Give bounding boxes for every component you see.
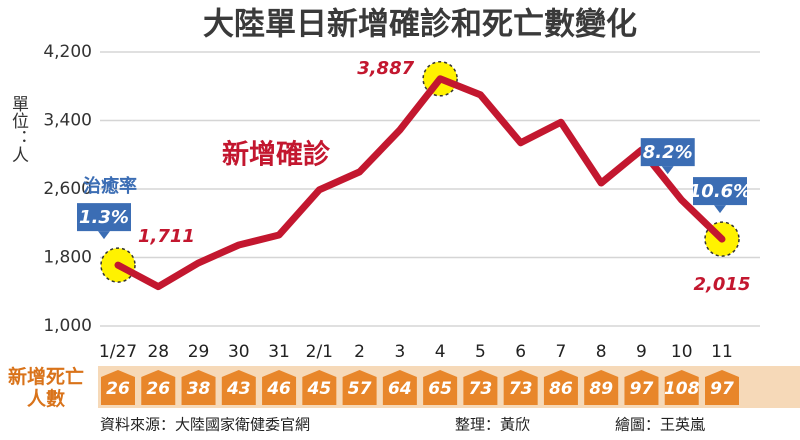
recovery-pointer (98, 231, 110, 240)
recovery-pointer (661, 166, 674, 175)
death-value: 108 (664, 379, 700, 399)
x-tick-label: 30 (228, 342, 250, 362)
death-badge (664, 370, 699, 405)
x-tick-label: 2/1 (306, 342, 333, 362)
series-name: 新增確診 (222, 139, 331, 171)
death-value: 46 (266, 379, 291, 399)
x-tick-label: 4 (435, 342, 446, 362)
recovery-box (693, 177, 747, 206)
x-tick-label: 1/27 (99, 342, 137, 362)
death-badge (463, 370, 498, 405)
death-value: 57 (348, 379, 372, 399)
deaths-label: 新增死亡人數 (7, 366, 84, 410)
artist: 繪圖：王英嵐 (615, 416, 705, 434)
x-tick-label: 31 (268, 342, 290, 362)
death-badge (624, 370, 659, 405)
death-value: 73 (509, 379, 533, 399)
x-tick-label: 2 (354, 342, 365, 362)
x-tick-label: 7 (556, 342, 567, 362)
y-tick-label: 1,800 (43, 248, 92, 268)
y-axis-label: 單位：人 (8, 95, 29, 163)
recovery-box (640, 138, 695, 167)
recovery-title: 治癒率 (83, 175, 137, 197)
x-tick-label: 9 (636, 342, 647, 362)
y-tick-label: 2,600 (43, 179, 92, 199)
recovery-label: 1.3% (79, 207, 129, 228)
y-tick-label: 4,200 (43, 42, 92, 62)
death-badge (543, 370, 578, 405)
source: 資料來源：大陸國家衛健委官網 (100, 416, 310, 434)
death-value: 65 (428, 379, 452, 399)
death-value: 26 (106, 379, 130, 399)
death-badge (382, 370, 417, 405)
value-label: 2,015 (694, 274, 751, 295)
x-tick-label: 5 (475, 342, 486, 362)
death-badge (141, 370, 176, 405)
death-value: 43 (226, 379, 251, 399)
recovery-box (77, 203, 131, 232)
recovery-label: 10.6% (689, 181, 751, 202)
x-tick-label: 29 (188, 342, 210, 362)
death-value: 89 (589, 379, 613, 399)
death-badge (705, 370, 739, 405)
death-value: 73 (469, 379, 493, 399)
x-tick-label: 10 (671, 342, 693, 362)
x-tick-label: 6 (515, 342, 526, 362)
x-tick-label: 8 (596, 342, 607, 362)
death-badge (101, 370, 135, 405)
death-value: 26 (146, 379, 170, 399)
death-badge (262, 370, 297, 405)
line (114, 75, 726, 291)
x-tick-label: 28 (147, 342, 169, 362)
x-tick-label: 11 (711, 342, 733, 362)
recovery-label: 8.2% (643, 142, 693, 163)
death-value: 86 (549, 379, 573, 399)
chart-title: 大陸單日新增確診和死亡數變化 (203, 7, 637, 43)
x-tick-label: 3 (394, 342, 405, 362)
death-badge (503, 370, 538, 405)
death-badge (181, 370, 216, 405)
y-tick-label: 1,000 (43, 316, 92, 336)
death-value: 97 (710, 379, 734, 399)
death-badge (302, 370, 337, 405)
death-badge (584, 370, 619, 405)
death-badge (221, 370, 256, 405)
recovery-pointer (714, 205, 726, 214)
death-badge (342, 370, 377, 405)
y-tick-label: 3,400 (43, 111, 92, 131)
death-badge (423, 370, 458, 405)
death-value: 45 (306, 379, 331, 399)
death-value: 64 (388, 379, 412, 399)
death-value: 97 (630, 379, 654, 399)
value-label: 3,887 (357, 58, 414, 79)
value-label: 1,711 (138, 226, 195, 247)
death-value: 38 (187, 379, 211, 399)
editor: 整理：黃欣 (455, 416, 530, 434)
